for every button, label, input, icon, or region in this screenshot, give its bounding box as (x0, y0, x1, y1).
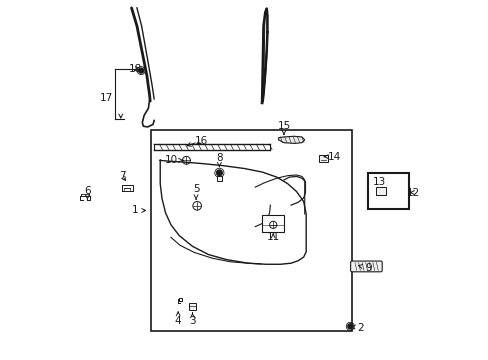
FancyBboxPatch shape (350, 261, 382, 272)
Circle shape (216, 170, 222, 176)
Bar (188, 303, 196, 310)
Bar (151, 130, 351, 330)
Text: 14: 14 (324, 152, 340, 162)
Circle shape (347, 324, 352, 329)
Bar (216, 176, 222, 181)
Circle shape (139, 68, 143, 73)
Bar (261, 215, 284, 232)
Bar (318, 154, 327, 162)
Text: 7: 7 (119, 171, 125, 181)
Text: 16: 16 (194, 136, 208, 145)
Text: 3: 3 (189, 313, 195, 325)
Bar (375, 187, 385, 195)
Text: 9: 9 (358, 263, 371, 273)
Text: 12: 12 (406, 188, 419, 198)
Text: 8: 8 (216, 153, 222, 167)
Text: 6: 6 (84, 186, 91, 199)
Text: 10: 10 (164, 155, 183, 165)
Text: 18: 18 (128, 64, 142, 74)
Text: 15: 15 (277, 121, 290, 134)
Text: 1: 1 (132, 206, 145, 216)
Text: 2: 2 (351, 323, 364, 333)
Polygon shape (278, 136, 304, 143)
Text: 11: 11 (266, 232, 279, 242)
Text: 5: 5 (192, 184, 199, 199)
Text: 4: 4 (175, 312, 181, 325)
Text: 17: 17 (100, 93, 113, 103)
Text: 13: 13 (371, 177, 385, 187)
Bar (367, 173, 408, 209)
